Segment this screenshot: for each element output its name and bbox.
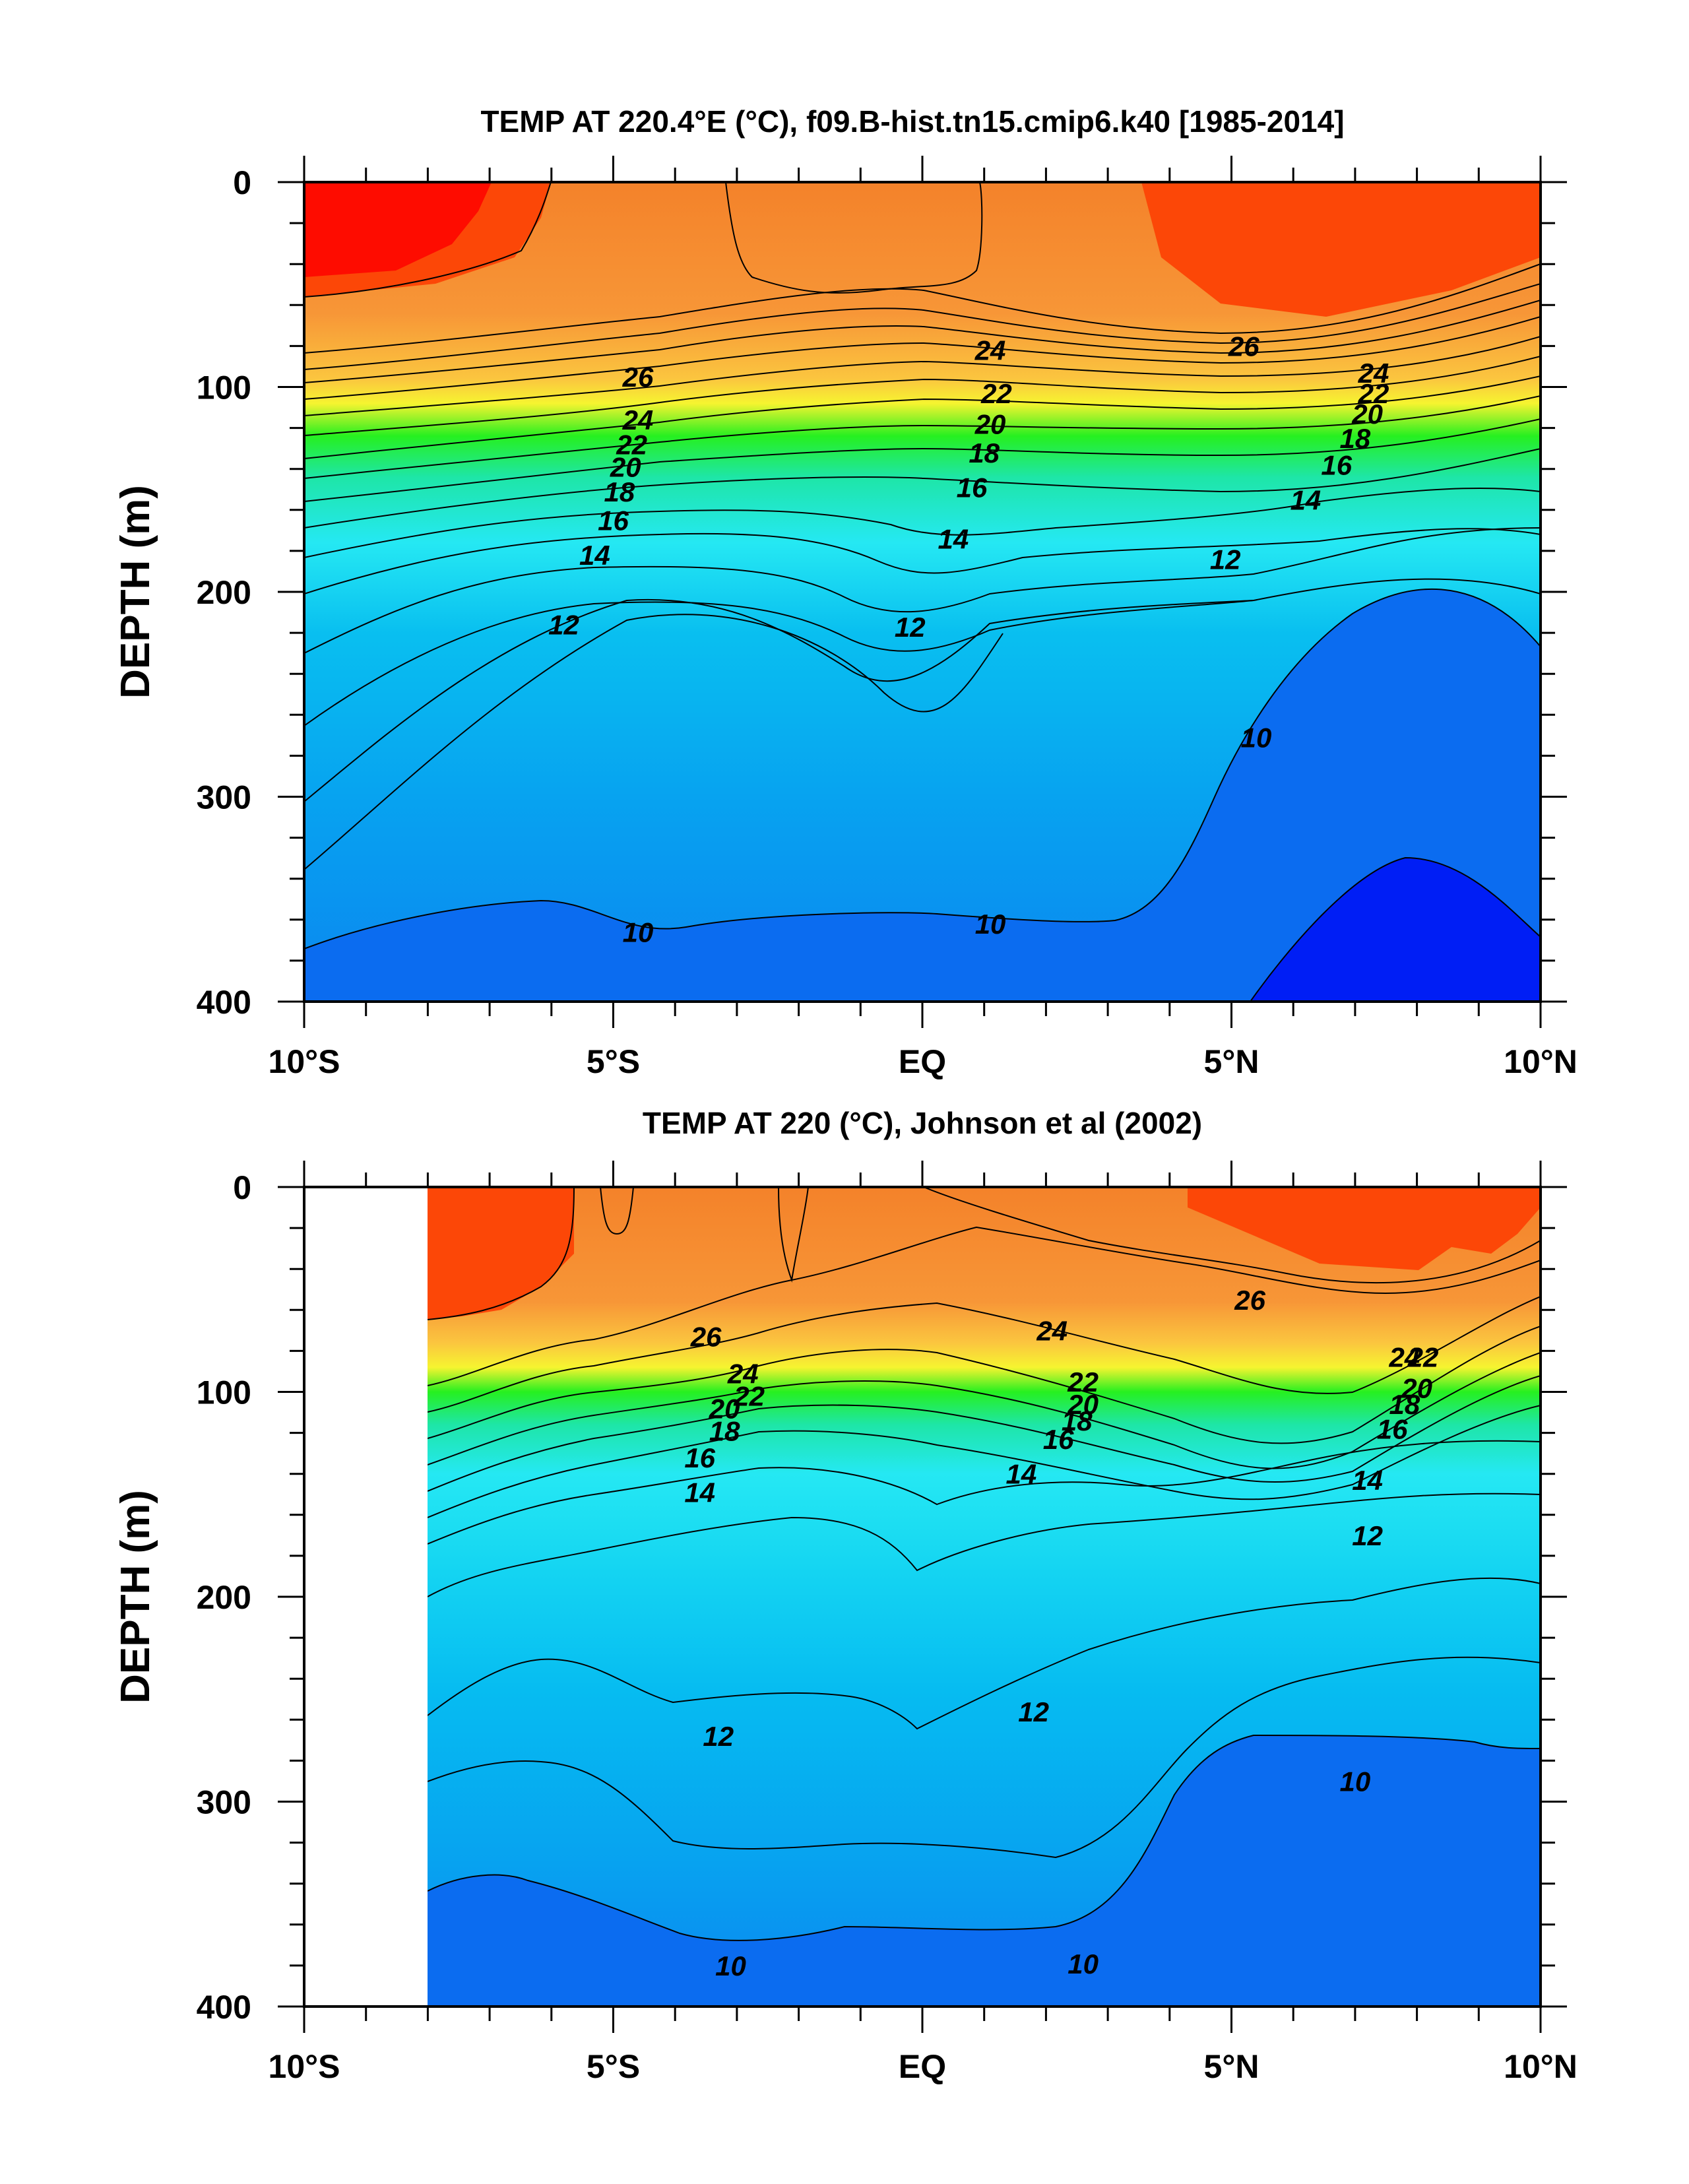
bottom-contour-label: 18	[1389, 1389, 1420, 1420]
top-contour-label: 24	[1358, 358, 1389, 389]
top-y-tick-label: 200	[197, 574, 251, 611]
bottom-contour-label: 12	[1018, 1696, 1049, 1727]
bottom-contour-label: 20	[1401, 1372, 1432, 1403]
bottom-y-axis-label: DEPTH (m)	[113, 1490, 158, 1704]
top-contour-label: 12	[895, 612, 926, 643]
top-contour-label: 20	[974, 408, 1006, 439]
bottom-contour-label: 12	[1352, 1520, 1383, 1551]
bottom-y-tick-label: 300	[197, 1784, 251, 1821]
top-contour-label: 26	[1228, 331, 1259, 362]
bottom-y-tick-label: 400	[197, 1989, 251, 2026]
top-contour-label: 22	[1358, 378, 1389, 409]
top-x-tick-label: 10°S	[269, 1043, 340, 1080]
bottom-x-tick-label: 10°N	[1504, 2048, 1577, 2085]
bottom-contour-label: 16	[684, 1442, 715, 1473]
top-contour-label: 16	[598, 505, 629, 536]
top-contour-label: 12	[548, 610, 579, 641]
bottom-contour-label: 24	[1036, 1315, 1068, 1346]
top-x-tick-label: 5°S	[587, 1043, 640, 1080]
top-y-tick-label: 300	[197, 779, 251, 816]
bottom-contour-label: 24	[727, 1359, 759, 1390]
bottom-contour-label: 22	[733, 1381, 765, 1412]
top-plot-area	[304, 182, 1541, 1002]
bottom-x-tick-label: 10°S	[269, 2048, 340, 2085]
top-contour-label: 14	[1291, 484, 1322, 515]
bottom-contour-label: 14	[1352, 1465, 1383, 1496]
top-contour-label: 18	[969, 437, 1000, 468]
bottom-x-tick-label: 5°S	[587, 2048, 640, 2085]
top-contour-label: 20	[610, 452, 641, 483]
bottom-contour-label: 14	[684, 1477, 715, 1508]
top-contour-label: 18	[604, 476, 635, 507]
top-axes: 10°S 5°S EQ 5°N 10°N 0 100 200 300 400	[197, 156, 1577, 1080]
bottom-y-tick-label: 0	[233, 1169, 251, 1206]
top-contour-label: 14	[938, 523, 969, 554]
top-x-tick-label: 5°N	[1204, 1043, 1259, 1080]
bottom-contour-label: 16	[1377, 1413, 1408, 1444]
bottom-contour-label: 16	[1043, 1424, 1074, 1455]
bottom-contour-label: 26	[1234, 1285, 1265, 1316]
top-contour-label: 12	[1210, 544, 1241, 575]
bottom-contour-label: 22	[1407, 1342, 1439, 1373]
top-contour-label: 14	[579, 540, 610, 571]
bottom-warm-pool-west	[428, 1187, 574, 1320]
bottom-contour-label: 20	[1067, 1389, 1099, 1420]
top-contour-label: 24	[974, 335, 1006, 366]
top-contour-label: 10	[623, 916, 654, 947]
top-title: TEMP AT 220.4°E (°C), f09.B-hist.tn15.cm…	[480, 104, 1344, 139]
top-y-tick-label: 100	[197, 369, 251, 406]
bottom-contour-label: 10	[1340, 1766, 1371, 1797]
bottom-y-tick-label: 200	[197, 1579, 251, 1616]
top-contour-label: 24	[622, 404, 654, 435]
top-contour-label: 10	[975, 909, 1006, 940]
top-contour-label: 26	[622, 362, 654, 393]
bottom-contour-lines	[428, 1187, 1541, 1941]
top-contour-label: 22	[616, 429, 647, 460]
top-contour-label: 18	[1340, 423, 1371, 454]
bottom-contour-label: 22	[1067, 1366, 1099, 1397]
top-contour-label: 10	[1241, 722, 1272, 753]
top-contour-lines	[304, 182, 1541, 1002]
bottom-contour-label: 24	[1389, 1342, 1420, 1373]
top-y-axis-label: DEPTH (m)	[113, 485, 158, 699]
bottom-contour-label: 26	[690, 1322, 722, 1353]
top-x-tick-label: EQ	[899, 1043, 946, 1080]
top-x-tick-label: 10°N	[1504, 1043, 1577, 1080]
top-contour-label: 16	[957, 472, 988, 503]
top-contour-label: 16	[1321, 449, 1352, 480]
top-y-tick-label: 400	[197, 984, 251, 1021]
top-warm-pool-east	[1141, 182, 1541, 317]
top-y-tick-label: 0	[233, 164, 251, 201]
top-warm-pool-west-core	[304, 182, 492, 277]
bottom-contour-label: 18	[1062, 1405, 1093, 1436]
bottom-x-tick-label: EQ	[899, 2048, 946, 2085]
bottom-title: TEMP AT 220 (°C), Johnson et al (2002)	[643, 1106, 1202, 1140]
bottom-y-tick-label: 100	[197, 1374, 251, 1411]
bottom-contour-label: 10	[715, 1950, 746, 1981]
top-contour-label: 20	[1351, 399, 1383, 430]
bottom-contour-label: 10	[1068, 1948, 1099, 1979]
bottom-warm-pool-east	[1188, 1187, 1541, 1270]
top-contour-label: 22	[980, 378, 1012, 409]
bottom-plot-area	[428, 1187, 1541, 2007]
bottom-axes: 10°S 5°S EQ 5°N 10°N 0 100 200 300 400	[197, 1161, 1577, 2085]
bottom-contour-label: 12	[703, 1721, 734, 1752]
top-cold-water-10	[304, 589, 1541, 1002]
bottom-x-tick-label: 5°N	[1204, 2048, 1259, 2085]
bottom-contour-label: 14	[1006, 1459, 1037, 1490]
top-cold-water-9	[1250, 858, 1541, 1002]
bottom-contour-label: 18	[709, 1415, 740, 1446]
bottom-contour-label: 20	[709, 1393, 740, 1424]
